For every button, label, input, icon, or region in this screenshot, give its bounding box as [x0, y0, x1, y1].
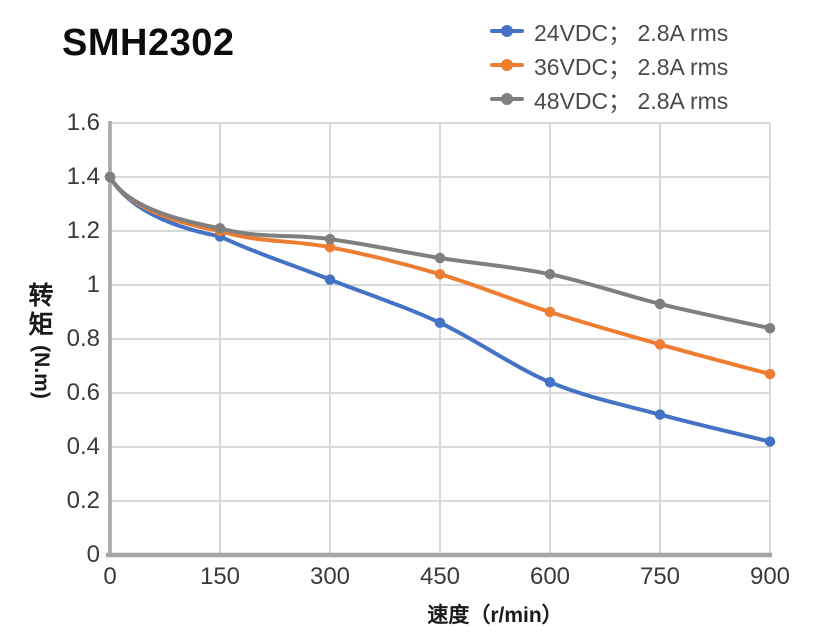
data-point-marker — [324, 241, 336, 253]
legend-line-dot-icon — [490, 25, 524, 37]
data-point-marker — [544, 268, 556, 280]
data-point-marker — [104, 171, 116, 183]
data-point-marker — [324, 233, 336, 245]
legend-label: 36VDC； 2.8A rms — [534, 54, 729, 80]
legend-item-36vdc: 36VDC； 2.8A rms — [490, 48, 728, 82]
x-tick-label: 600 — [529, 563, 571, 590]
x-tick-label: 750 — [639, 563, 681, 590]
y-tick-label: 0 — [86, 541, 100, 568]
y-tick-label: 0.6 — [66, 379, 100, 406]
x-tick-label: 0 — [103, 563, 117, 590]
data-point-marker — [434, 317, 446, 329]
legend-line-dot-icon — [490, 59, 524, 71]
data-point-marker — [764, 368, 776, 380]
y-tick-label: 1.2 — [66, 217, 100, 244]
y-tick-label: 0.8 — [66, 325, 100, 352]
x-tick-label: 300 — [309, 563, 351, 590]
data-point-marker — [654, 409, 666, 420]
data-point-marker — [764, 436, 776, 447]
legend-item-24vdc: 24VDC； 2.8A rms — [490, 14, 728, 48]
data-point-marker — [654, 298, 666, 310]
y-tick-label: 1 — [86, 271, 100, 298]
legend-item-48vdc: 48VDC； 2.8A rms — [490, 82, 728, 116]
data-point-marker — [654, 339, 666, 350]
legend-line-dot-icon — [490, 93, 524, 105]
data-point-marker — [544, 306, 556, 318]
y-tick-label: 0.2 — [66, 487, 100, 514]
x-tick-label: 150 — [199, 563, 241, 590]
x-tick-label: 450 — [419, 563, 461, 590]
legend: 24VDC； 2.8A rms 36VDC； 2.8A rms 48VDC； 2… — [490, 14, 728, 116]
legend-label: 24VDC； 2.8A rms — [534, 20, 729, 46]
x-axis-title: 速度（r/min） — [427, 604, 563, 627]
data-point-marker — [434, 252, 446, 264]
data-point-marker — [544, 376, 556, 388]
legend-label: 48VDC； 2.8A rms — [534, 88, 729, 114]
data-point-marker — [764, 322, 776, 334]
x-tick-label: 900 — [749, 563, 791, 590]
y-tick-label: 1.6 — [66, 109, 100, 136]
y-axis-title-text: 转矩 — [28, 282, 54, 339]
data-point-marker — [434, 268, 446, 280]
y-tick-label: 0.4 — [66, 433, 100, 460]
y-axis-title: 转矩 (N.m) — [24, 282, 58, 398]
y-tick-label: 1.4 — [66, 163, 100, 190]
data-point-marker — [324, 274, 336, 285]
chart-title: SMH2302 — [62, 22, 235, 64]
data-point-marker — [214, 223, 226, 234]
